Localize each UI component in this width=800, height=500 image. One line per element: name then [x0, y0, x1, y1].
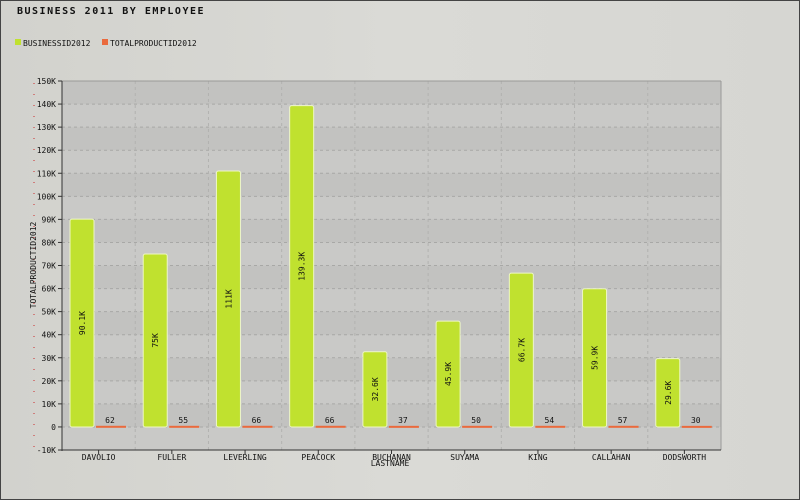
- bar-business-fuller: [142, 253, 168, 428]
- y-tick-label: 100K: [37, 192, 56, 201]
- bar-label-business-peacock: 139.3K: [298, 252, 307, 281]
- plot-band: [62, 81, 721, 105]
- plot-band: [62, 426, 721, 450]
- plot-band: [62, 150, 721, 174]
- bar-business-leverling: [215, 170, 241, 428]
- y-tick-label: 0: [51, 423, 56, 432]
- bar-totalproduct-fuller: [169, 425, 200, 428]
- y-axis: -10K 0 10K 20K 30K 40K 50K 60K 70K 80K 90K 100K 110K…: [33, 77, 63, 455]
- bar-business-callahan: [582, 288, 608, 428]
- x-tick-label-peacock: PEACOCK: [301, 453, 335, 462]
- y-axis-title: TOTALPRODUCTID2012: [29, 221, 38, 308]
- bar-label-totalproduct-suyama: 50: [471, 416, 481, 425]
- plot-band: [62, 173, 721, 197]
- y-tick-label: 40K: [42, 331, 57, 340]
- bar-label-business-buchanan: 32.6K: [371, 377, 380, 401]
- bar-label-totalproduct-king: 54: [545, 416, 555, 425]
- bar-label-business-davolio: 90.1K: [78, 311, 87, 335]
- bar-totalproduct-leverling: [242, 425, 273, 428]
- bar-label-totalproduct-dodsworth: 30: [691, 416, 701, 425]
- bar-totalproduct-king: [535, 425, 566, 428]
- y-tick-label: 90K: [42, 215, 57, 224]
- plot-band: [62, 127, 721, 151]
- bar-label-business-king: 66.7K: [517, 338, 526, 362]
- plot-band: [62, 219, 721, 243]
- x-tick-label-dodsworth: DODSWORTH: [663, 453, 707, 462]
- y-tick-label: 80K: [42, 238, 57, 247]
- x-axis: DAVOLIO FULLER LEVERLING PEACOCK BUCHANAN SUY…: [62, 449, 721, 462]
- y-tick-label: 120K: [37, 146, 56, 155]
- bar-label-business-dodsworth: 29.6K: [664, 381, 673, 405]
- x-tick-label-callahan: CALLAHAN: [592, 453, 631, 462]
- bar-business-king: [508, 272, 534, 428]
- legend-label-business: BUSINESSID2012: [23, 39, 91, 48]
- bar-label-totalproduct-davolio: 62: [105, 416, 115, 425]
- x-tick-label-davolio: DAVOLIO: [82, 453, 116, 462]
- plot-band: [62, 196, 721, 220]
- x-tick-label-suyama: SUYAMA: [450, 453, 479, 462]
- y-tick-label: 10K: [42, 400, 57, 409]
- legend-swatch-business: [15, 39, 21, 45]
- bar-business-buchanan: [362, 351, 388, 428]
- legend: BUSINESSID2012 TOTALPRODUCTID2012: [15, 39, 197, 48]
- bar-label-totalproduct-buchanan: 37: [398, 416, 408, 425]
- y-tick-label: -10K: [37, 446, 56, 455]
- bar-business-davolio: [69, 218, 95, 428]
- y-tick-label: 60K: [42, 285, 57, 294]
- bar-totalproduct-callahan: [608, 425, 639, 428]
- y-tick-label: 130K: [37, 123, 56, 132]
- y-tick-label: 140K: [37, 100, 56, 109]
- bar-totalproduct-davolio: [96, 425, 126, 428]
- bar-label-business-callahan: 59.9K: [591, 346, 600, 370]
- bar-label-totalproduct-peacock: 66: [325, 416, 335, 425]
- y-tick-label: 20K: [42, 377, 57, 386]
- x-tick-label-fuller: FULLER: [157, 453, 186, 462]
- y-tick-label: 110K: [37, 169, 56, 178]
- bar-business-dodsworth: [655, 358, 681, 428]
- bars: 90.1K 62 75K 55 111K 66 139.3K 66 32.6K 37 45.9K 50…: [69, 105, 712, 428]
- bar-totalproduct-peacock: [315, 425, 346, 428]
- x-tick-label-buchanan: BUCHANAN: [372, 453, 411, 462]
- bar-totalproduct-dodsworth: [681, 425, 712, 428]
- y-tick-label: 70K: [42, 262, 57, 271]
- bar-label-totalproduct-leverling: 66: [252, 416, 262, 425]
- bar-label-totalproduct-fuller: 55: [178, 416, 188, 425]
- y-tick-label: 50K: [42, 308, 57, 317]
- bar-label-business-leverling: 111K: [224, 289, 233, 308]
- y-tick-label: 30K: [42, 354, 57, 363]
- bar-totalproduct-buchanan: [388, 425, 419, 428]
- y-tick-label: 150K: [37, 77, 56, 86]
- x-tick-label-king: KING: [528, 453, 547, 462]
- legend-swatch-totalproduct: [102, 39, 108, 45]
- bar-label-totalproduct-callahan: 57: [618, 416, 628, 425]
- bar-business-suyama: [435, 320, 461, 428]
- chart-title: BUSINESS 2011 BY EMPLOYEE: [17, 6, 205, 17]
- bar-business-peacock: [289, 105, 315, 428]
- bar-label-business-suyama: 45.9K: [444, 362, 453, 386]
- bar-label-business-fuller: 75K: [151, 333, 160, 348]
- x-tick-label-leverling: LEVERLING: [223, 453, 267, 462]
- bar-totalproduct-suyama: [462, 425, 493, 428]
- plot-band: [62, 104, 721, 128]
- x-axis-title: LASTNAME: [371, 459, 410, 468]
- legend-label-totalproduct: TOTALPRODUCTID2012: [110, 39, 197, 48]
